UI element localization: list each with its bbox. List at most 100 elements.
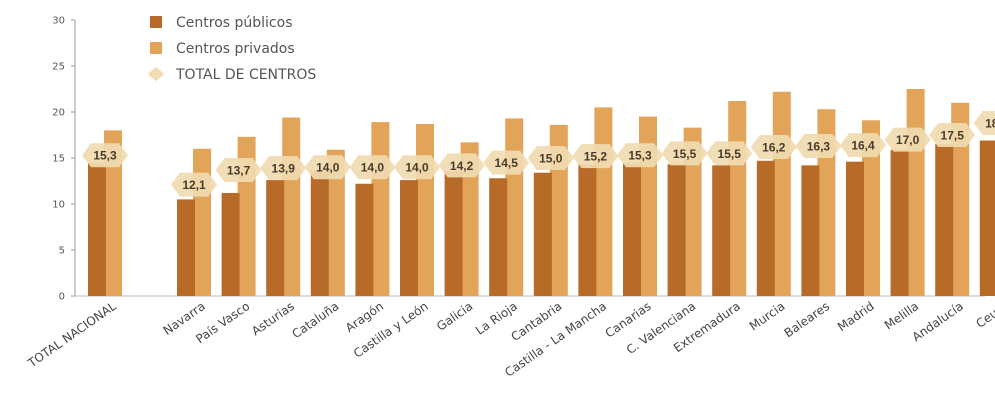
bar-privados-melilla <box>906 89 925 296</box>
total-marker-ceuta <box>973 111 995 136</box>
legend-label-centros-publicos: Centros públicos <box>176 15 293 31</box>
total-marker-asturias <box>260 156 307 181</box>
bar-publicos-melilla <box>890 149 909 296</box>
total-markers: 15,3 12,1 13,7 13,9 14,0 14,0 14,0 14,2 14,5 15,0… <box>82 111 995 197</box>
total-label-ceuta: 18,8 <box>985 117 995 131</box>
bar-privados-la-rioja <box>505 118 524 296</box>
total-label-galicia: 14,2 <box>450 159 474 173</box>
bar-publicos-asturias <box>266 180 285 296</box>
bar-publicos-cantabria <box>533 172 552 296</box>
total-label-c-valenciana: 15,5 <box>673 147 697 161</box>
bar-publicos-murcia <box>756 160 775 296</box>
bar-privados-extremadura <box>728 100 747 297</box>
legend-label-total-de-centros: TOTAL DE CENTROS <box>175 67 316 83</box>
bar-publicos-canarias <box>623 163 641 296</box>
total-label-asturias: 13,9 <box>272 162 296 176</box>
y-tick-label: 5 <box>59 246 65 257</box>
bar-privados-navarra <box>193 148 211 296</box>
bar-publicos-extremadura <box>712 165 731 296</box>
total-label-melilla: 17,0 <box>896 133 920 147</box>
total-marker-andalucia <box>929 123 976 147</box>
total-label-pais-vasco: 13,7 <box>227 163 251 177</box>
total-marker-c-valenciana <box>661 141 708 166</box>
total-marker-extremadura <box>706 141 753 166</box>
bar-privados-madrid <box>862 120 880 296</box>
legend-swatch-publicos <box>150 16 162 28</box>
total-label-baleares: 16,3 <box>807 140 831 154</box>
total-label-murcia: 16,2 <box>762 140 786 154</box>
total-marker-castilla-la-mancha <box>572 144 619 169</box>
total-label-cataluna: 14,0 <box>316 161 340 175</box>
bar-privados-aragon <box>371 122 390 297</box>
total-marker-madrid <box>840 133 886 158</box>
total-marker-galicia <box>438 153 485 178</box>
bar-publicos-navarra <box>177 199 195 296</box>
total-marker-total-nacional <box>82 143 128 168</box>
category-label-ceuta: Ceuta <box>973 299 995 331</box>
y-tick-label: 15 <box>52 154 65 165</box>
total-label-la-rioja: 14,5 <box>495 156 519 170</box>
bar-privados-galicia <box>460 142 479 296</box>
total-marker-baleares <box>795 134 842 159</box>
bar-privados-andalucia <box>951 102 970 296</box>
category-label-castilla-y-leon: Castilla y León <box>351 299 431 361</box>
total-label-navarra: 12,1 <box>182 178 206 192</box>
legend-swatch-privados <box>150 42 162 54</box>
bar-publicos-baleares <box>801 165 820 296</box>
bar-privados-total-nacional <box>104 130 122 296</box>
total-marker-murcia <box>750 134 797 159</box>
bar-privados-murcia <box>772 91 791 296</box>
legend: Centros públicos Centros privados TOTAL DE… <box>148 15 316 83</box>
category-label-galicia: Galicia <box>434 299 475 334</box>
total-marker-cantabria <box>527 146 574 170</box>
total-marker-castilla-y-leon <box>394 155 440 180</box>
bar-privados-castilla-y-leon <box>416 123 434 297</box>
bar-publicos-castilla-la-mancha <box>578 164 597 296</box>
y-tick-label: 30 <box>52 16 65 27</box>
bar-privados-cataluna <box>326 149 345 296</box>
bar-privados-asturias <box>282 117 301 297</box>
bar-publicos-pais-vasco <box>221 192 240 296</box>
bar-publicos-total-nacional <box>88 162 106 296</box>
total-label-andalucia: 17,5 <box>941 129 965 143</box>
y-tick-label: 0 <box>59 292 65 303</box>
bar-publicos-ceuta <box>979 140 995 296</box>
total-label-extremadura: 15,5 <box>718 147 742 161</box>
category-label-total-nacional: TOTAL NACIONAL <box>25 299 119 371</box>
bar-privados-c-valenciana <box>683 127 702 296</box>
bar-publicos-la-rioja <box>489 178 508 296</box>
category-label-melilla: Melilla <box>882 299 922 333</box>
y-tick-label: 10 <box>52 200 65 211</box>
total-marker-canarias <box>617 143 663 168</box>
legend-label-centros-privados: Centros privados <box>176 41 295 57</box>
bar-publicos-madrid <box>846 161 864 296</box>
total-marker-cataluna <box>304 155 351 180</box>
bar-publicos-castilla-y-leon <box>400 180 418 296</box>
bar-publicos-galicia <box>444 170 463 296</box>
category-label-cataluna: Cataluña <box>289 299 341 341</box>
total-marker-pais-vasco <box>215 157 262 182</box>
total-marker-navarra <box>171 172 217 197</box>
total-label-madrid: 16,4 <box>851 139 875 153</box>
total-label-cantabria: 15,0 <box>539 152 563 166</box>
bar-publicos-cataluna <box>310 170 329 296</box>
total-label-total-nacional: 15,3 <box>93 149 117 163</box>
bar-privados-castilla-la-mancha <box>594 107 613 297</box>
total-marker-aragon <box>349 155 396 180</box>
total-label-aragon: 14,0 <box>361 161 385 175</box>
bar-publicos-aragon <box>355 183 374 296</box>
total-marker-melilla <box>884 127 931 152</box>
total-label-canarias: 15,3 <box>628 149 652 163</box>
bar-publicos-c-valenciana <box>667 164 686 296</box>
y-tick-label: 25 <box>52 62 65 73</box>
y-tick-label: 20 <box>52 108 65 119</box>
total-label-castilla-y-leon: 14,0 <box>405 161 429 175</box>
bar-publicos-andalucia <box>935 144 954 296</box>
total-label-castilla-la-mancha: 15,2 <box>584 150 608 164</box>
category-label-baleares: Baleares <box>782 299 833 340</box>
total-marker-la-rioja <box>483 150 530 175</box>
category-label-asturias: Asturias <box>249 299 297 338</box>
